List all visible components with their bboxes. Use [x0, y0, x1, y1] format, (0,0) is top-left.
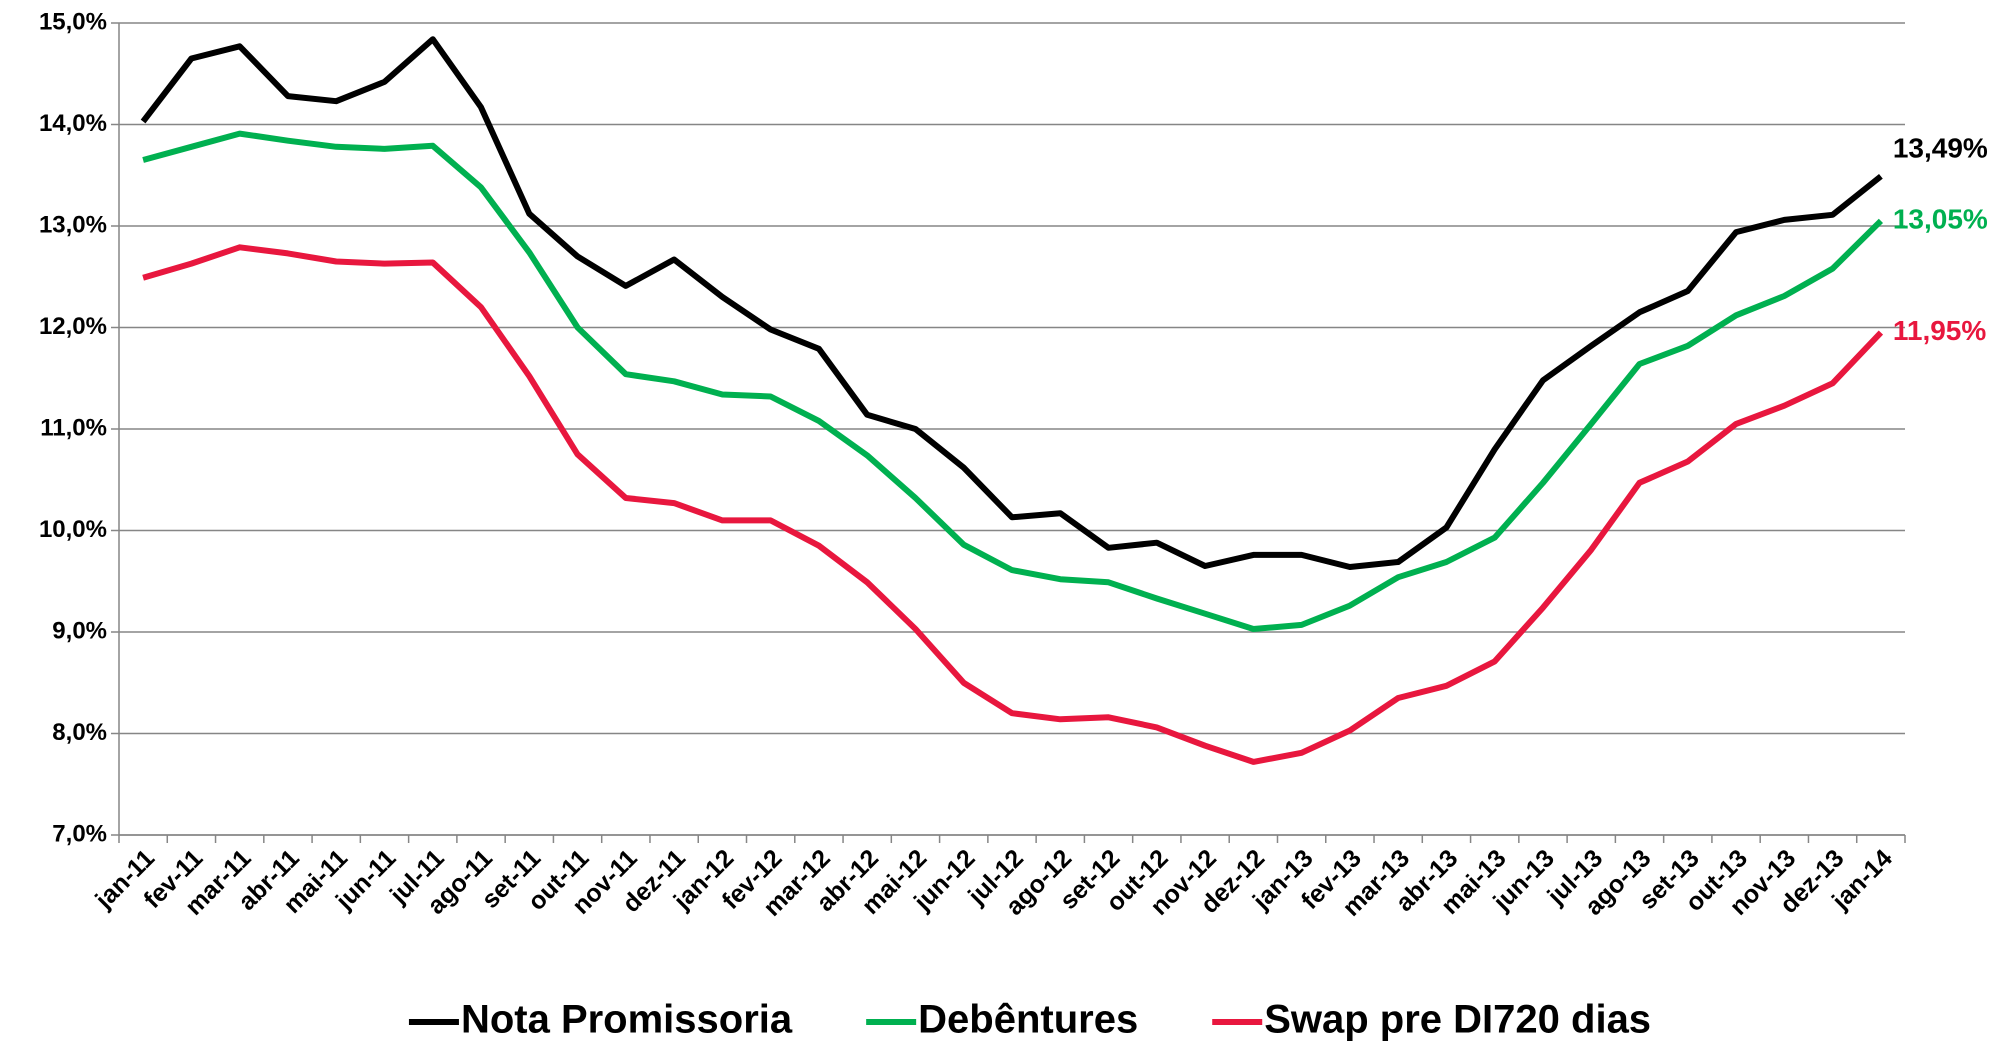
- y-tick-label: 15,0%: [39, 8, 107, 35]
- legend-label: Nota Promissoria: [461, 998, 793, 1042]
- y-tick-label: 9,0%: [52, 617, 107, 644]
- line-series: [142, 244, 1884, 765]
- line-series: [140, 36, 1883, 570]
- value-label: 11,95%: [1893, 315, 1987, 346]
- y-tick-label: 12,0%: [39, 313, 107, 340]
- legend-label: Swap pre DI720 dias: [1264, 998, 1651, 1042]
- y-tick-label: 11,0%: [40, 414, 107, 441]
- value-label: 13,05%: [1893, 203, 1988, 234]
- line-series: [142, 130, 1884, 632]
- legend-label: Debêntures: [918, 998, 1138, 1042]
- y-tick-label: 7,0%: [52, 820, 107, 847]
- value-label: 13,49%: [1893, 133, 1988, 164]
- y-tick-label: 8,0%: [52, 719, 107, 746]
- y-tick-label: 10,0%: [39, 516, 107, 543]
- y-tick-label: 14,0%: [39, 110, 107, 137]
- y-tick-label: 13,0%: [39, 211, 107, 238]
